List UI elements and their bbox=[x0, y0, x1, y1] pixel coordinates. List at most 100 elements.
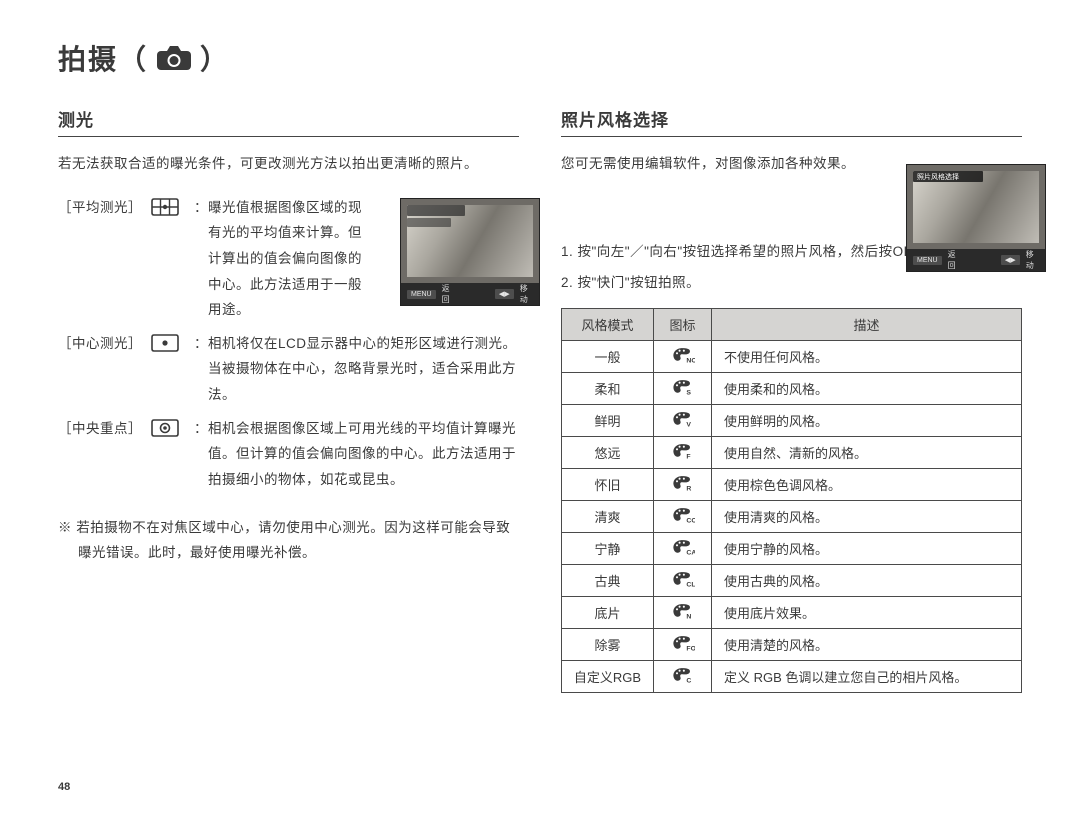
cell-icon: S bbox=[654, 372, 712, 404]
def-label: ［平均测光］ bbox=[58, 195, 150, 323]
colon: ： bbox=[194, 195, 208, 323]
svg-text:CO: CO bbox=[686, 518, 695, 524]
palette-icon: C bbox=[671, 666, 695, 684]
palette-icon: V bbox=[671, 410, 695, 428]
cell-icon: NOR bbox=[654, 340, 712, 372]
palette-icon: CO bbox=[671, 506, 695, 524]
svg-text:R: R bbox=[686, 486, 691, 492]
cell-mode: 清爽 bbox=[562, 500, 654, 532]
table-row: 清爽 CO 使用清爽的风格。 bbox=[562, 500, 1022, 532]
cell-mode: 鲜明 bbox=[562, 404, 654, 436]
table-row: 宁静 CA 使用宁静的风格。 bbox=[562, 532, 1022, 564]
multi-metering-icon bbox=[150, 195, 194, 323]
spot-metering-icon bbox=[150, 331, 194, 408]
cell-desc: 不使用任何风格。 bbox=[712, 340, 1022, 372]
def-body: 相机会根据图像区域上可用光线的平均值计算曝光值。但计算的值会偏向图像的中心。此方… bbox=[208, 416, 519, 493]
cell-icon: C bbox=[654, 660, 712, 692]
svg-text:S: S bbox=[686, 390, 691, 396]
camera-icon bbox=[156, 45, 192, 71]
table-row: 怀旧 R 使用棕色色调风格。 bbox=[562, 468, 1022, 500]
lcd-menu-label: 返回 bbox=[948, 249, 961, 271]
table-header-row: 风格模式 图标 描述 bbox=[562, 308, 1022, 340]
table-row: 悠远 F 使用自然、清新的风格。 bbox=[562, 436, 1022, 468]
lcd-nav-btn: ◀▶ bbox=[495, 289, 514, 299]
cell-icon: F bbox=[654, 436, 712, 468]
heading-metering: 测光 bbox=[58, 106, 519, 137]
cell-desc: 使用古典的风格。 bbox=[712, 564, 1022, 596]
palette-icon: NOR bbox=[671, 346, 695, 364]
cell-icon: R bbox=[654, 468, 712, 500]
cell-icon: CO bbox=[654, 500, 712, 532]
table-row: 自定义RGB C 定义 RGB 色调以建立您自己的相片风格。 bbox=[562, 660, 1022, 692]
def-body: 相机将仅在LCD显示器中心的矩形区域进行测光。当被摄物体在中心，忽略背景光时，适… bbox=[208, 331, 519, 408]
svg-text:V: V bbox=[686, 422, 691, 428]
cell-desc: 使用底片效果。 bbox=[712, 596, 1022, 628]
palette-icon: N bbox=[671, 602, 695, 620]
cell-desc: 使用自然、清新的风格。 bbox=[712, 436, 1022, 468]
cell-desc: 使用鲜明的风格。 bbox=[712, 404, 1022, 436]
left-column: 测光 若无法获取合适的曝光条件，可更改测光方法以拍出更清晰的照片。 ［平均测光］… bbox=[58, 106, 519, 693]
heading-style: 照片风格选择 bbox=[561, 106, 1022, 137]
def-spot: ［中心测光］ ： 相机将仅在LCD显示器中心的矩形区域进行测光。当被摄物体在中心… bbox=[58, 331, 519, 408]
th-icon: 图标 bbox=[654, 308, 712, 340]
lcd-nav-label: 移动 bbox=[1026, 249, 1039, 271]
table-row: 柔和 S 使用柔和的风格。 bbox=[562, 372, 1022, 404]
title-prefix: 拍摄（ bbox=[58, 38, 148, 78]
colon: ： bbox=[194, 416, 208, 493]
cell-desc: 使用清爽的风格。 bbox=[712, 500, 1022, 532]
palette-icon: S bbox=[671, 378, 695, 396]
cell-desc: 定义 RGB 色调以建立您自己的相片风格。 bbox=[712, 660, 1022, 692]
cell-mode: 柔和 bbox=[562, 372, 654, 404]
lcd-overlay-text: 照片风格选择 bbox=[917, 172, 959, 182]
table-row: 除雾 FO 使用清楚的风格。 bbox=[562, 628, 1022, 660]
step-2: 2. 按"快门"按钮拍照。 bbox=[561, 270, 1022, 296]
palette-icon: CL bbox=[671, 570, 695, 588]
cell-mode: 宁静 bbox=[562, 532, 654, 564]
style-table: 风格模式 图标 描述 一般 NOR 不使用任何风格。柔和 S 使用柔和的风格。鲜… bbox=[561, 308, 1022, 693]
center-metering-icon bbox=[150, 416, 194, 493]
th-desc: 描述 bbox=[712, 308, 1022, 340]
lcd-menu-btn: MENU bbox=[407, 290, 436, 299]
def-label: ［中心测光］ bbox=[58, 331, 150, 408]
cell-mode: 怀旧 bbox=[562, 468, 654, 500]
cell-mode: 一般 bbox=[562, 340, 654, 372]
cell-mode: 古典 bbox=[562, 564, 654, 596]
cell-mode: 悠远 bbox=[562, 436, 654, 468]
svg-text:CL: CL bbox=[686, 582, 695, 588]
cell-icon: FO bbox=[654, 628, 712, 660]
def-center: ［中央重点］ ： 相机会根据图像区域上可用光线的平均值计算曝光值。但计算的值会偏… bbox=[58, 416, 519, 493]
cell-icon: V bbox=[654, 404, 712, 436]
cell-icon: N bbox=[654, 596, 712, 628]
palette-icon: R bbox=[671, 474, 695, 492]
colon: ： bbox=[194, 331, 208, 408]
cell-icon: CA bbox=[654, 532, 712, 564]
palette-icon: F bbox=[671, 442, 695, 460]
title-suffix: ） bbox=[200, 38, 230, 78]
table-row: 底片 N 使用底片效果。 bbox=[562, 596, 1022, 628]
svg-text:CA: CA bbox=[686, 550, 695, 556]
page-title: 拍摄（ ） bbox=[58, 38, 1022, 78]
cell-mode: 除雾 bbox=[562, 628, 654, 660]
lcd-nav-label: 移动 bbox=[520, 283, 533, 305]
table-row: 鲜明 V 使用鲜明的风格。 bbox=[562, 404, 1022, 436]
palette-icon: FO bbox=[671, 634, 695, 652]
lcd-menu-btn: MENU bbox=[913, 256, 942, 265]
cell-desc: 使用棕色色调风格。 bbox=[712, 468, 1022, 500]
lcd-preview-metering: MENU 返回 ◀▶ 移动 bbox=[400, 198, 540, 306]
lcd-nav-btn: ◀▶ bbox=[1001, 255, 1020, 265]
page-number: 48 bbox=[58, 781, 70, 793]
svg-text:C: C bbox=[686, 678, 691, 684]
lcd-menu-label: 返回 bbox=[442, 283, 455, 305]
def-label: ［中央重点］ bbox=[58, 416, 150, 493]
metering-note: ※ 若拍摄物不在对焦区域中心，请勿使用中心测光。因为这样可能会导致曝光错误。此时… bbox=[58, 515, 519, 566]
svg-text:F: F bbox=[686, 454, 690, 460]
cell-mode: 底片 bbox=[562, 596, 654, 628]
svg-text:FO: FO bbox=[686, 646, 695, 652]
svg-text:NOR: NOR bbox=[686, 358, 695, 364]
cell-desc: 使用柔和的风格。 bbox=[712, 372, 1022, 404]
svg-text:N: N bbox=[686, 614, 691, 620]
cell-mode: 自定义RGB bbox=[562, 660, 654, 692]
palette-icon: CA bbox=[671, 538, 695, 556]
cell-icon: CL bbox=[654, 564, 712, 596]
metering-intro: 若无法获取合适的曝光条件，可更改测光方法以拍出更清晰的照片。 bbox=[58, 151, 519, 177]
